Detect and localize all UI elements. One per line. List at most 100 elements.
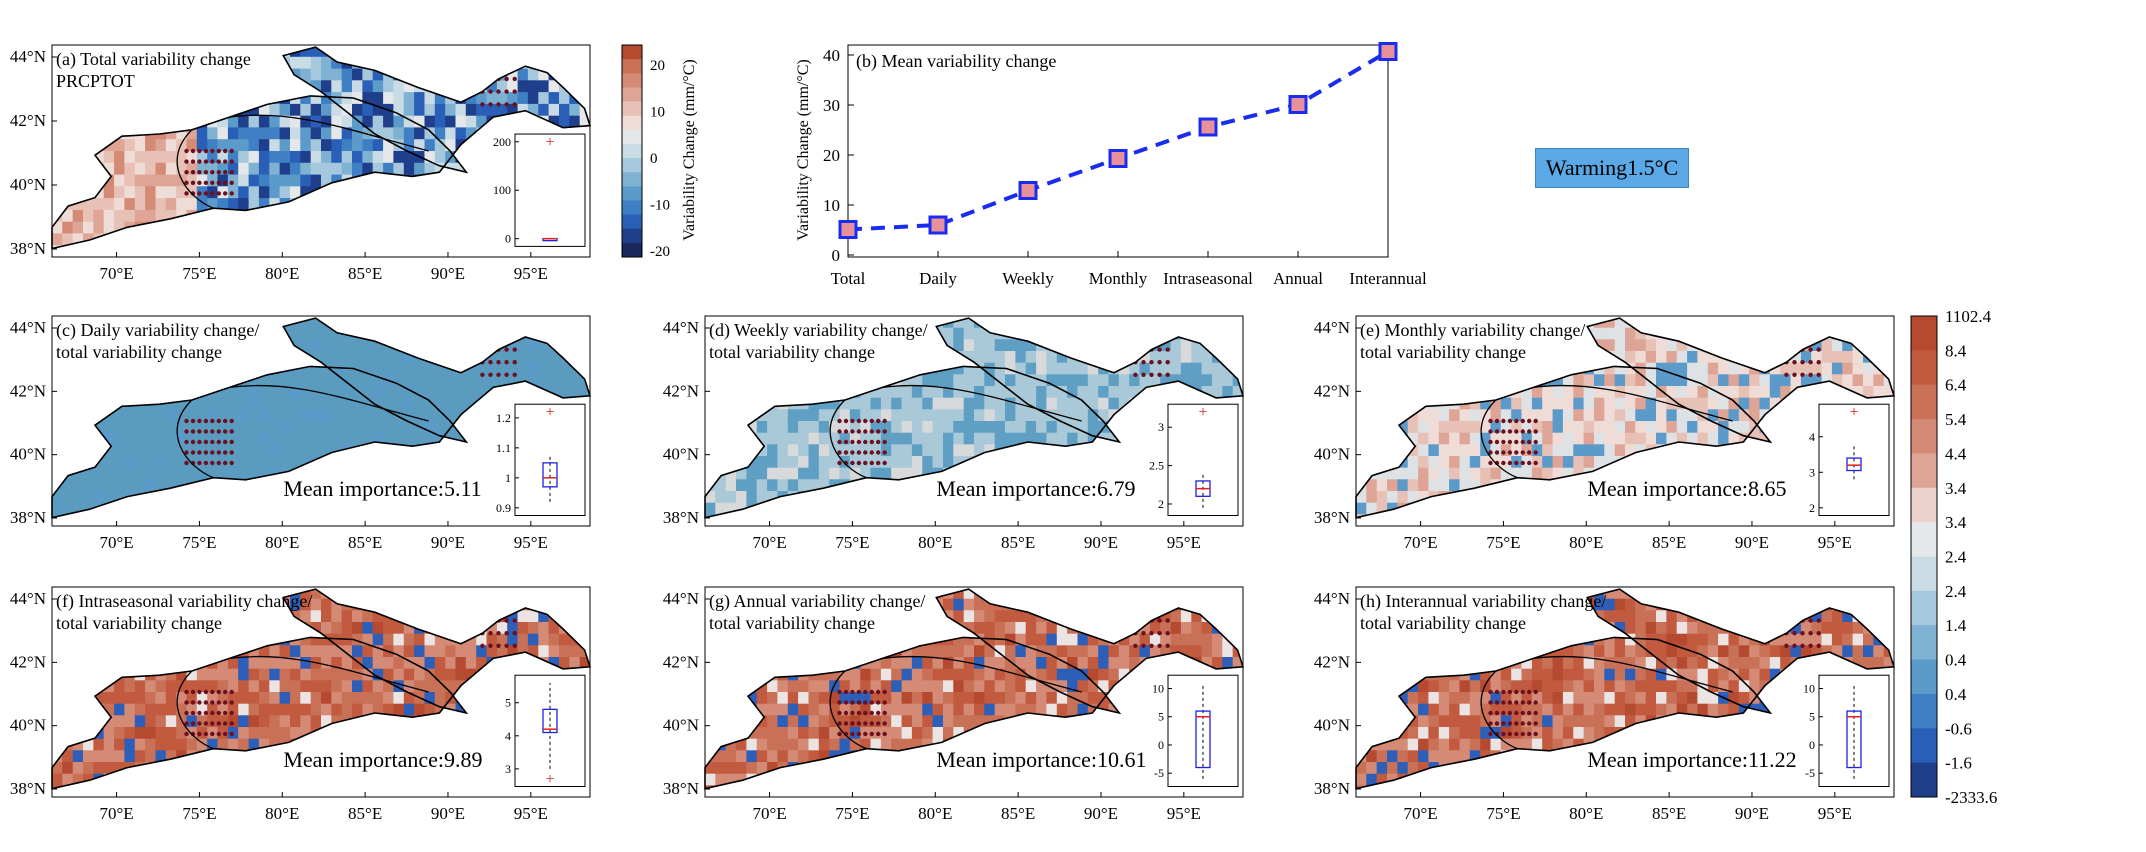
- line-x-tick: Monthly: [1089, 269, 1148, 288]
- lat-tick-label: 38°N: [1314, 779, 1350, 798]
- line-x-tick: Intraseasonal: [1163, 269, 1253, 288]
- map-title-line: (d) Weekly variability change/: [709, 320, 928, 341]
- lon-tick-label: 80°E: [265, 804, 299, 823]
- lon-tick-label: 95°E: [514, 804, 548, 823]
- boxplot-inset: 234+: [1809, 404, 1889, 516]
- mean-importance-label: Mean importance:6.79: [936, 476, 1135, 501]
- colorbar-right-tick: 6.4: [1945, 376, 1967, 395]
- lat-tick-label: 44°N: [10, 318, 46, 337]
- lat-tick-label: 44°N: [663, 318, 699, 337]
- colorbar-right-tick: 3.4: [1945, 479, 1967, 498]
- boxplot-tick-label: 0: [1809, 738, 1815, 752]
- lon-tick-label: 85°E: [348, 533, 382, 552]
- line-y-tick: 40: [823, 46, 840, 65]
- boxplot-tick-label: 1.1: [496, 441, 511, 455]
- line-x-tick: Interannual: [1349, 269, 1427, 288]
- lat-tick-label: 38°N: [663, 508, 699, 527]
- colorbar-right-tick: 2.4: [1945, 582, 1967, 601]
- lat-tick-label: 40°N: [663, 445, 699, 464]
- line-x-tick: Total: [831, 269, 866, 288]
- line-y-tick: 30: [823, 96, 840, 115]
- map-title-line: total variability change: [709, 613, 875, 633]
- lat-tick-label: 40°N: [10, 175, 46, 194]
- map-title-line: (c) Daily variability change/: [56, 320, 259, 341]
- lat-tick-label: 38°N: [663, 779, 699, 798]
- lon-tick-label: 95°E: [1818, 804, 1852, 823]
- lat-tick-label: 38°N: [10, 779, 46, 798]
- line-chart-title: (b) Mean variability change: [856, 51, 1056, 72]
- boxplot-tick-label: 1.2: [496, 411, 511, 425]
- series-marker: [1290, 97, 1306, 113]
- boxplot-tick-label: 4: [505, 729, 511, 743]
- boxplot-inset: 22.53+: [1149, 404, 1238, 516]
- boxplot-tick-label: 5: [505, 696, 511, 710]
- boxplot-outlier: +: [1849, 404, 1858, 421]
- boxplot-inset: 345+: [505, 675, 585, 788]
- colorbar-a-tick: -10: [650, 198, 670, 214]
- boxplot-tick-label: 200: [493, 135, 511, 149]
- lat-tick-label: 38°N: [1314, 508, 1350, 527]
- boxplot-tick-label: 2.5: [1149, 459, 1164, 473]
- colorbar-a-label: Variability Change (mm/°C): [681, 59, 698, 240]
- colorbar-right: 1102.48.46.45.44.43.43.42.42.41.40.40.4-…: [1911, 307, 1997, 807]
- lon-tick-label: 75°E: [182, 804, 216, 823]
- lat-tick-label: 40°N: [1314, 716, 1350, 735]
- lon-tick-label: 80°E: [1569, 804, 1603, 823]
- lon-tick-label: 75°E: [1486, 804, 1520, 823]
- lon-tick-label: 85°E: [348, 264, 382, 283]
- boxplot-outlier: +: [1198, 404, 1207, 421]
- map-title-line: (h) Interannual variability change/: [1360, 591, 1606, 612]
- lat-tick-label: 40°N: [10, 445, 46, 464]
- colorbar-a-tick: 0: [650, 151, 658, 167]
- boxplot-tick-label: 2: [1809, 501, 1815, 515]
- lon-tick-label: 80°E: [918, 804, 952, 823]
- colorbar-right-tick: -0.6: [1945, 719, 1972, 738]
- map-title-line: (e) Monthly variability change/: [1360, 320, 1585, 341]
- lon-tick-label: 80°E: [265, 264, 299, 283]
- line-y-tick: 0: [832, 246, 841, 265]
- lon-tick-label: 90°E: [431, 804, 465, 823]
- lat-tick-label: 44°N: [10, 47, 46, 66]
- lon-tick-label: 95°E: [1167, 533, 1201, 552]
- mean-importance-label: Mean importance:8.65: [1587, 476, 1786, 501]
- lon-tick-label: 75°E: [835, 533, 869, 552]
- lon-tick-label: 70°E: [1403, 804, 1437, 823]
- map-title-line: (g) Annual variability change/: [709, 591, 925, 612]
- lat-tick-label: 42°N: [663, 652, 699, 671]
- lon-tick-label: 70°E: [99, 804, 133, 823]
- lon-tick-label: 70°E: [99, 264, 133, 283]
- lon-tick-label: 90°E: [1084, 533, 1118, 552]
- boxplot-tick-label: 3: [505, 762, 511, 776]
- lat-tick-label: 40°N: [663, 716, 699, 735]
- mean-importance-label: Mean importance:5.11: [283, 476, 481, 501]
- map-title-line: total variability change: [709, 342, 875, 362]
- boxplot-tick-label: 0: [505, 232, 511, 246]
- boxplot-tick-label: -5: [1805, 766, 1815, 780]
- lon-tick-label: 80°E: [265, 533, 299, 552]
- lat-tick-label: 44°N: [10, 589, 46, 608]
- mean-importance-label: Mean importance:9.89: [283, 747, 482, 772]
- colorbar-right-tick: 0.4: [1945, 685, 1967, 704]
- colorbar-right-tick: 3.4: [1945, 513, 1967, 532]
- colorbar-right-tick: 0.4: [1945, 651, 1967, 670]
- mean-importance-label: Mean importance:10.61: [936, 747, 1146, 772]
- colorbar-right-tick: -2333.6: [1945, 788, 1997, 807]
- lat-tick-label: 42°N: [1314, 381, 1350, 400]
- boxplot-tick-label: -5: [1154, 766, 1164, 780]
- colorbar-right-tick: -1.6: [1945, 754, 1972, 773]
- map-title-line: total variability change: [1360, 613, 1526, 633]
- boxplot-tick-label: 4: [1809, 430, 1815, 444]
- lon-tick-label: 80°E: [918, 533, 952, 552]
- lat-tick-label: 42°N: [1314, 652, 1350, 671]
- boxplot-tick-label: 3: [1158, 420, 1164, 434]
- colorbar-right-tick: 4.4: [1945, 444, 1967, 463]
- boxplot-tick-label: 5: [1809, 710, 1815, 724]
- boxplot-tick-label: 0.9: [496, 501, 511, 515]
